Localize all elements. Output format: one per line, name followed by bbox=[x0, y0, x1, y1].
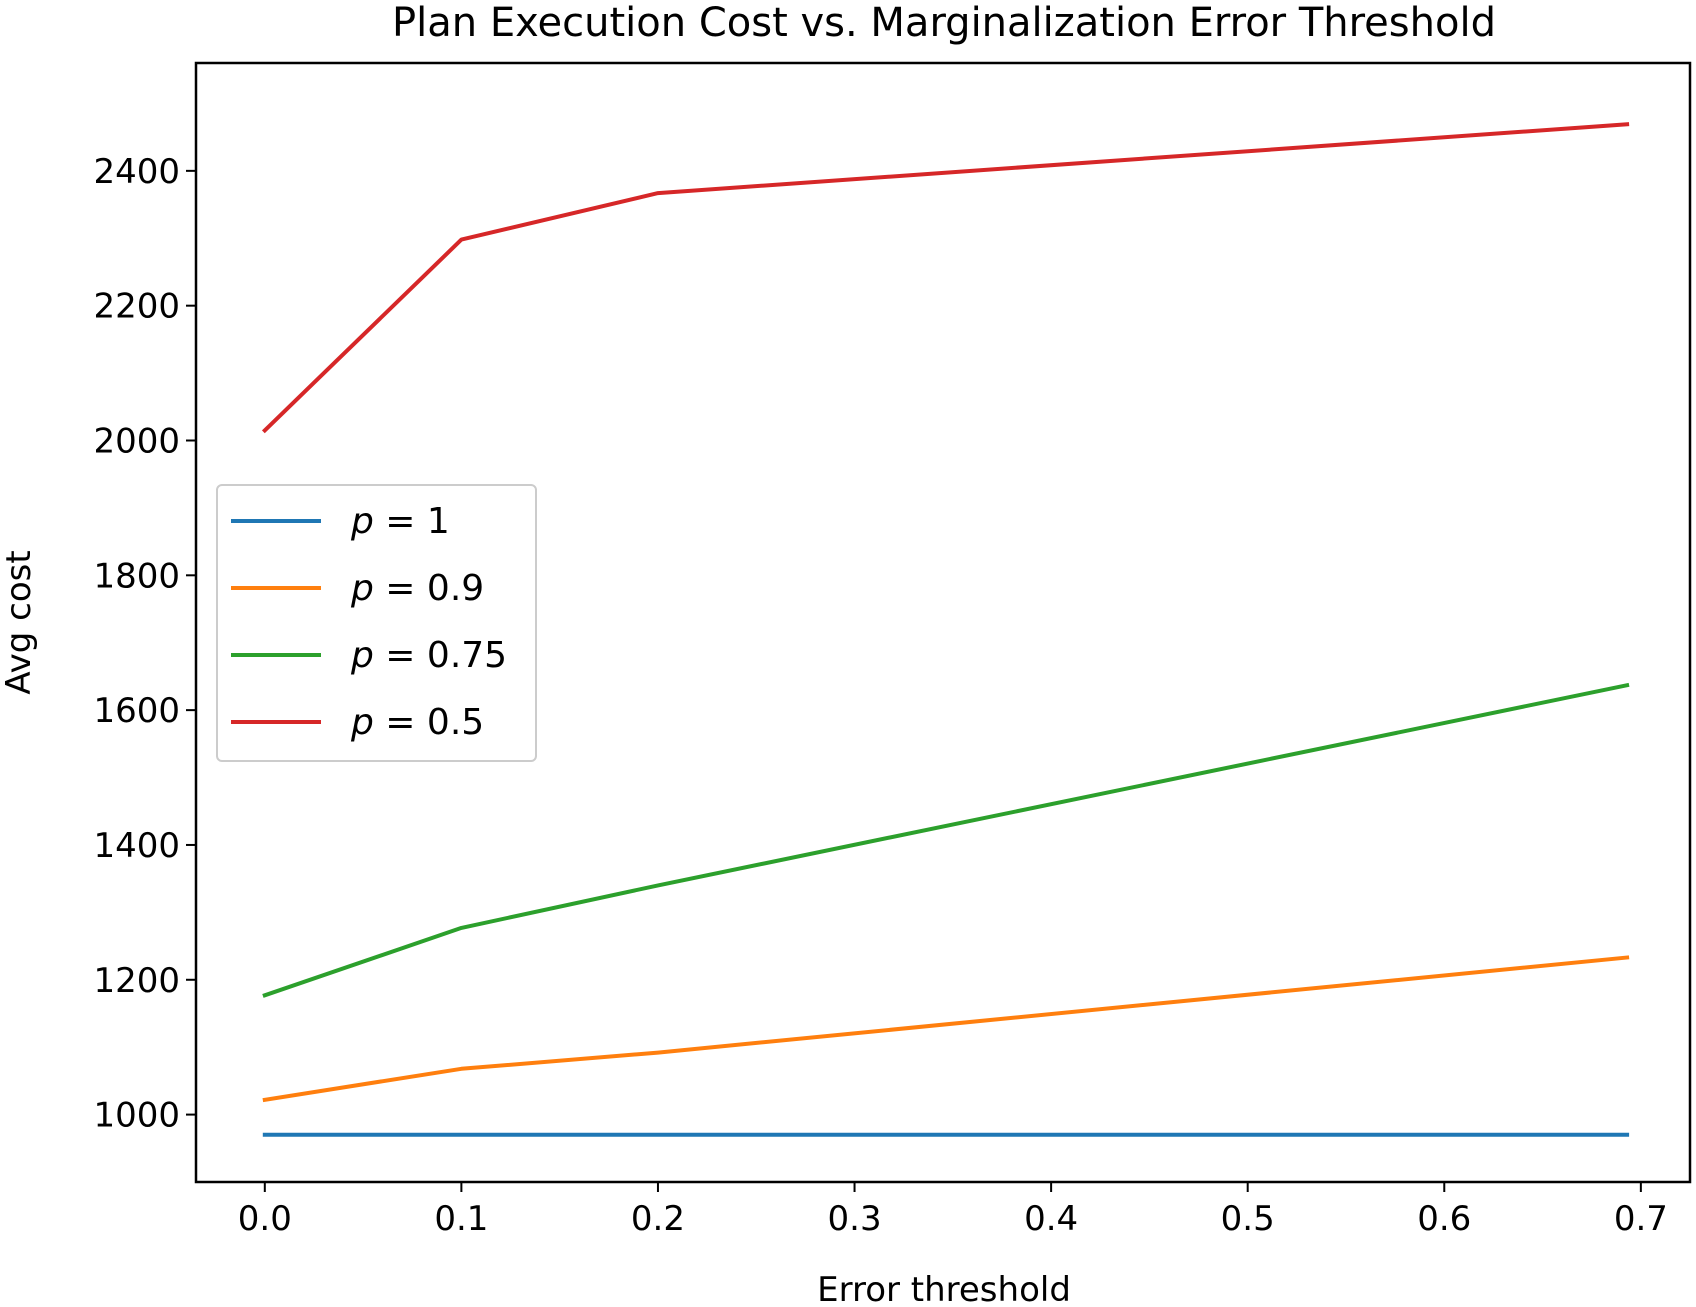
legend-value: = 0.9 bbox=[374, 568, 484, 609]
legend-variable: p bbox=[350, 568, 374, 609]
series-line-2 bbox=[262, 955, 1630, 1103]
legend-box bbox=[216, 484, 537, 762]
x-tick-label: 0.0 bbox=[238, 1199, 292, 1239]
x-axis-label: Error threshold bbox=[817, 1270, 1071, 1307]
series-line-3 bbox=[262, 682, 1630, 998]
y-axis-label: Avg cost bbox=[0, 550, 39, 694]
legend-variable: p bbox=[350, 501, 374, 542]
legend-entry: p = 1 bbox=[350, 501, 450, 542]
y-tick-label: 2200 bbox=[93, 287, 180, 327]
legend-value: = 1 bbox=[374, 501, 450, 542]
y-tick-label: 2400 bbox=[93, 152, 180, 192]
y-tick-label: 1400 bbox=[93, 826, 180, 866]
y-tick-label: 1600 bbox=[93, 691, 180, 731]
x-tick-label: 0.5 bbox=[1221, 1199, 1275, 1239]
series-line-4 bbox=[261, 122, 1630, 434]
y-tick-label: 2000 bbox=[93, 421, 180, 461]
x-axis: 0.0 0.1 0.2 0.3 0.4 0.5 0.6 0.7 bbox=[238, 1182, 1668, 1239]
x-tick-label: 0.3 bbox=[828, 1199, 882, 1239]
y-tick-label: 1200 bbox=[93, 961, 180, 1001]
axes-frame bbox=[194, 61, 1692, 1184]
plot-area bbox=[261, 122, 1630, 1137]
legend-variable: p bbox=[350, 635, 374, 676]
legend-value: = 0.5 bbox=[374, 702, 484, 743]
chart-title: Plan Execution Cost vs. Marginalization … bbox=[392, 0, 1496, 46]
x-tick-label: 0.4 bbox=[1024, 1199, 1078, 1239]
legend-entry: p = 0.5 bbox=[350, 702, 484, 743]
y-tick-label: 1000 bbox=[93, 1096, 180, 1136]
legend-variable: p bbox=[350, 702, 374, 743]
x-tick-label: 0.1 bbox=[434, 1199, 488, 1239]
y-axis: 1000 1200 1400 1600 1800 2000 2200 2400 bbox=[93, 152, 196, 1136]
legend: p = 1p = 0.9p = 0.75p = 0.5 bbox=[216, 484, 537, 762]
y-tick-label: 1800 bbox=[93, 556, 180, 596]
legend-entry: p = 0.9 bbox=[350, 568, 484, 609]
x-tick-label: 0.6 bbox=[1417, 1199, 1471, 1239]
legend-entry: p = 0.75 bbox=[350, 635, 507, 676]
x-tick-label: 0.7 bbox=[1614, 1199, 1668, 1239]
legend-value: = 0.75 bbox=[374, 635, 507, 676]
x-tick-label: 0.2 bbox=[631, 1199, 685, 1239]
